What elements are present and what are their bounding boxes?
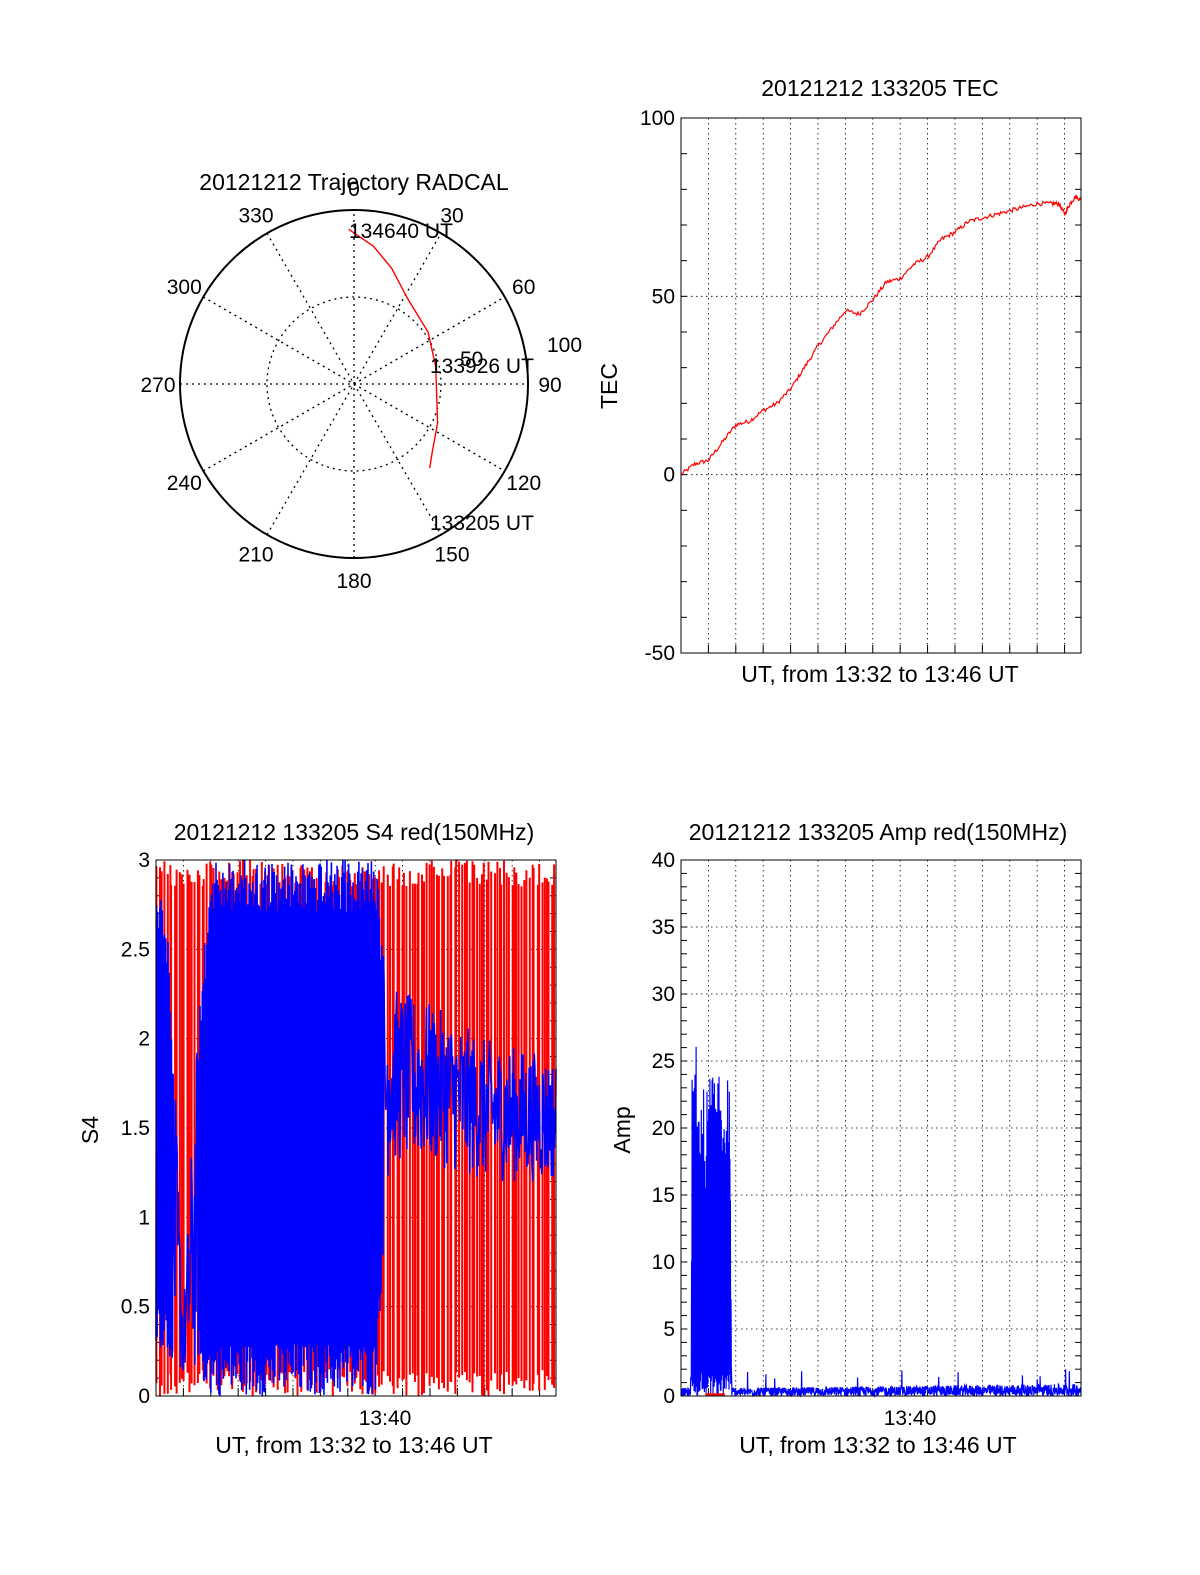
s4-x-label: UT, from 13:32 to 13:46 UT — [215, 1432, 492, 1458]
amp-x-tick-1340: 13:40 — [884, 1407, 937, 1430]
polar-angle-label-150: 150 — [434, 544, 469, 567]
tec-series-line — [680, 194, 1082, 476]
amp-panel: 20121212 133205 Amp red(150MHz) 0 5 10 15 20… — [609, 819, 1082, 1458]
polar-radius-label-50: 50 — [460, 348, 483, 371]
polar-angle-labels: 0 30 60 90 120 150 180 210 240 270 300 330 — [140, 178, 561, 593]
tec-panel: 20121212 133205 TEC -50 0 50 100 UT, from 1… — [596, 75, 1082, 687]
tec-title: 20121212 133205 TEC — [761, 75, 998, 101]
polar-angle-label-300: 300 — [167, 276, 202, 299]
polar-trajectory-line — [348, 228, 439, 469]
amp-ytick-label-40: 40 — [652, 849, 675, 872]
amp-title: 20121212 133205 Amp red(150MHz) — [689, 819, 1067, 845]
amp-ytick-label-15: 15 — [652, 1184, 675, 1207]
amp-plot-frame — [680, 859, 1082, 1397]
polar-spoke-150 — [266, 232, 442, 536]
polar-annotation-134640: 134640 UT — [349, 220, 453, 243]
polar-angle-label-30: 30 — [440, 204, 463, 227]
polar-radius-label-100: 100 — [547, 334, 582, 357]
amp-ytick-label-25: 25 — [652, 1050, 675, 1073]
s4-ytick-label-3: 3 — [138, 849, 150, 872]
amp-y-label: Amp — [609, 1106, 635, 1153]
polar-annotation-133205: 133205 UT — [430, 512, 534, 535]
s4-plot-frame — [155, 859, 557, 1397]
tec-ytick-label--50: -50 — [645, 642, 675, 665]
s4-y-ticks: 0 0.5 1 1.5 2 2.5 3 — [121, 849, 150, 1408]
polar-angle-label-180: 180 — [336, 570, 371, 593]
polar-mid-ring — [266, 296, 442, 472]
tec-plot-frame — [680, 117, 1082, 654]
s4-ytick-label-1: 1 — [138, 1206, 150, 1229]
polar-angle-label-60: 60 — [512, 276, 535, 299]
tec-x-label: UT, from 13:32 to 13:46 UT — [741, 661, 1018, 687]
s4-y-label: S4 — [77, 1116, 103, 1144]
polar-angle-label-330: 330 — [238, 204, 273, 227]
s4-ytick-label-1.5: 1.5 — [121, 1117, 150, 1140]
amp-ytick-label-30: 30 — [652, 983, 675, 1006]
s4-ytick-label-0.5: 0.5 — [121, 1296, 150, 1319]
s4-ytick-label-2.5: 2.5 — [121, 938, 150, 961]
amp-ytick-label-0: 0 — [663, 1385, 675, 1408]
amp-x-label: UT, from 13:32 to 13:46 UT — [739, 1432, 1016, 1458]
polar-angle-label-270: 270 — [140, 374, 175, 397]
s4-panel: 20121212 133205 S4 red(150MHz) 0 0.5 1 1.5 2… — [77, 819, 557, 1458]
tec-ytick-label-50: 50 — [652, 285, 675, 308]
amp-ytick-label-35: 35 — [652, 916, 675, 939]
amp-ytick-label-20: 20 — [652, 1117, 675, 1140]
amp-ytick-label-10: 10 — [652, 1251, 675, 1274]
polar-angle-label-90: 90 — [538, 374, 561, 397]
s4-ytick-label-2: 2 — [138, 1028, 150, 1051]
amp-y-ticks: 0 5 10 15 20 25 30 35 40 — [652, 849, 675, 1408]
tec-ytick-label-0: 0 — [663, 464, 675, 487]
tec-y-ticks: -50 0 50 100 — [640, 107, 675, 665]
tec-grid — [681, 117, 1081, 654]
s4-ytick-label-0: 0 — [138, 1385, 150, 1408]
polar-outer-ring — [179, 209, 529, 559]
polar-title: 20121212 Trajectory RADCAL — [199, 169, 509, 195]
polar-angle-label-0: 0 — [348, 178, 360, 201]
polar-angle-label-240: 240 — [167, 472, 202, 495]
polar-annotation-133926: 133926 UT — [430, 355, 534, 378]
s4-title: 20121212 133205 S4 red(150MHz) — [174, 819, 535, 845]
amp-ytick-label-5: 5 — [663, 1318, 675, 1341]
polar-grid — [180, 210, 528, 558]
tec-ytick-label-100: 100 — [640, 107, 675, 130]
amp-blue-series — [680, 1046, 1082, 1399]
polar-angle-label-210: 210 — [238, 544, 273, 567]
polar-panel: 20121212 Trajectory RADCAL 0 30 60 90 120 150… — [140, 169, 582, 593]
s4-x-tick-1340: 13:40 — [359, 1407, 412, 1430]
tec-y-label: TEC — [596, 363, 622, 409]
polar-angle-label-120: 120 — [506, 472, 541, 495]
s4-blue-series — [155, 860, 557, 1396]
amp-grid — [681, 859, 1081, 1397]
